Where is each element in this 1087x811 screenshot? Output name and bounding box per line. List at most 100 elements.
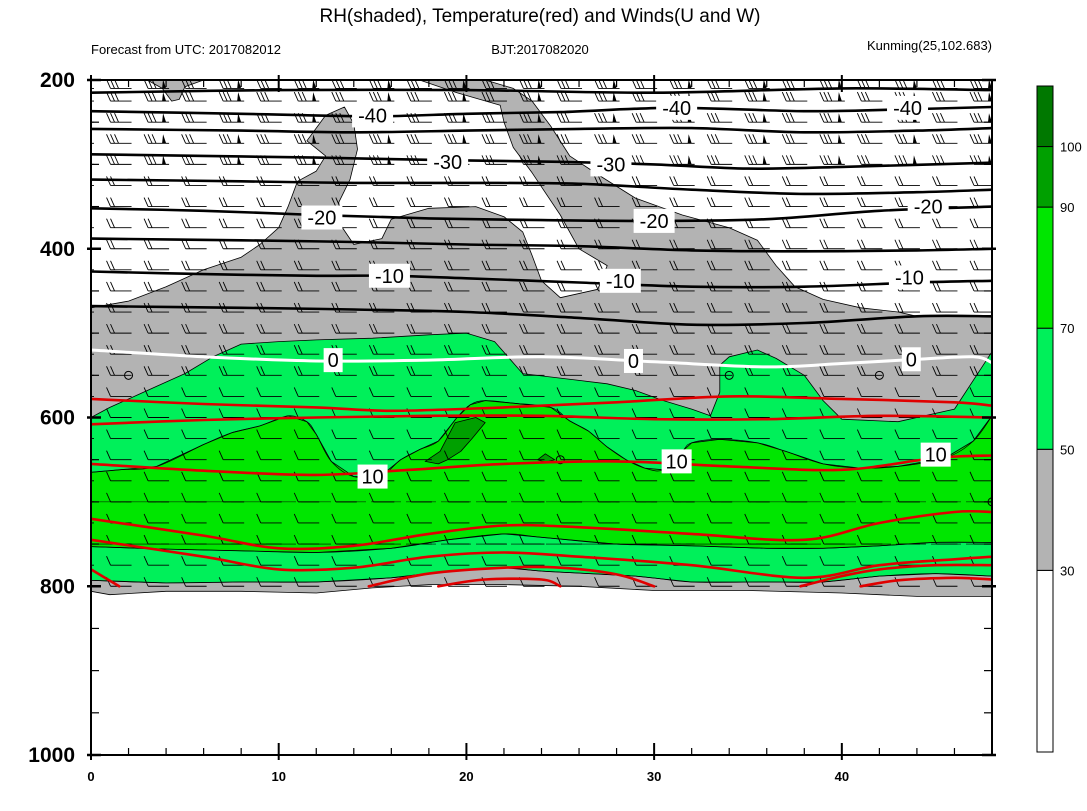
barb-feather	[936, 260, 941, 271]
wind-barb	[406, 387, 432, 397]
barb-feather	[969, 260, 975, 271]
wind-barb	[781, 429, 808, 440]
barb-feather	[669, 176, 675, 186]
barb-feather	[481, 366, 487, 376]
barb-feather	[977, 91, 983, 102]
barb-feather	[823, 134, 829, 144]
barb-feather	[932, 366, 937, 376]
barb-pennant	[462, 92, 467, 102]
barb-feather	[106, 408, 111, 418]
barb-feather	[714, 134, 720, 144]
barb-feather	[785, 155, 791, 165]
wind-barb	[932, 345, 958, 355]
barb-feather	[297, 281, 303, 292]
barb-feather	[710, 91, 716, 102]
barb-feather	[293, 577, 299, 587]
barb-feather	[669, 239, 675, 249]
isotherm-label--20: -20	[301, 205, 343, 230]
wind-barb	[368, 323, 395, 334]
wind-barb	[744, 577, 770, 587]
isotherm-label-box	[368, 263, 410, 288]
barb-feather	[748, 239, 754, 249]
barb-feather	[485, 260, 491, 271]
barb-feather	[143, 91, 149, 102]
isotherm-16	[91, 568, 121, 588]
barb-feather	[864, 113, 870, 123]
barb-feather	[635, 197, 641, 207]
wind-barb	[181, 534, 207, 545]
wind-barb	[781, 197, 808, 208]
barb-feather	[256, 260, 262, 271]
barb-feather	[556, 345, 562, 355]
barb-feather	[669, 155, 675, 165]
barb-feather	[748, 197, 754, 207]
barb-feather	[748, 302, 754, 313]
y-tick-label: 600	[40, 407, 75, 430]
barb-feather	[977, 113, 983, 123]
wind-barb	[256, 429, 282, 440]
barb-feather	[894, 577, 900, 587]
barb-feather	[293, 366, 299, 376]
barb-feather	[293, 429, 299, 439]
barb-feather	[222, 197, 228, 207]
barb-feather	[293, 387, 299, 397]
isotherm-label--10: -10	[599, 268, 641, 293]
wind-barb	[819, 492, 845, 503]
wind-barb	[218, 492, 245, 503]
isotherm-label-text: -10	[606, 271, 635, 293]
barb-feather	[936, 176, 941, 186]
wind-barb	[631, 176, 658, 186]
barb-pennant	[912, 80, 917, 89]
barb-feather	[147, 281, 153, 292]
barb-feather	[823, 239, 829, 249]
barb-feather	[969, 429, 975, 439]
barb-feather	[406, 218, 412, 228]
wind-barb	[218, 281, 245, 292]
barb-feather	[973, 260, 979, 271]
barb-feather	[301, 134, 307, 144]
wind-barb	[218, 134, 245, 144]
barb-feather	[260, 281, 266, 292]
barb-feather	[406, 577, 412, 587]
barb-feather	[331, 281, 337, 292]
barb-feather	[710, 239, 716, 249]
wind-barb	[744, 197, 770, 208]
barb-feather	[181, 450, 187, 460]
barb-feather	[669, 302, 675, 313]
wind-barb	[706, 176, 733, 186]
wind-barb	[706, 555, 733, 566]
wind-barb	[444, 134, 470, 144]
barb-feather	[481, 197, 487, 207]
barb-feather	[969, 366, 975, 376]
barb-feather	[823, 302, 829, 313]
wind-barb	[481, 513, 507, 524]
barb-feather	[181, 492, 187, 503]
barb-feather	[594, 345, 599, 355]
wind-barb	[556, 260, 583, 271]
wind-barb	[594, 197, 620, 208]
barb-feather	[781, 492, 787, 503]
wind-barb	[331, 577, 357, 587]
barb-feather	[781, 302, 787, 313]
wind-barb	[894, 239, 920, 250]
wind-barb	[444, 471, 470, 482]
barb-feather	[218, 408, 224, 418]
barb-feather	[969, 91, 975, 102]
isotherm-label-box	[623, 348, 643, 373]
barb-feather	[789, 134, 795, 144]
barb-feather	[523, 91, 528, 102]
barb-feather	[669, 387, 675, 397]
barb-feather	[706, 492, 712, 503]
barb-feather	[452, 134, 457, 144]
barb-feather	[669, 513, 675, 524]
barb-feather	[898, 134, 904, 144]
barb-feather	[69, 113, 73, 122]
barb-feather	[410, 218, 416, 228]
barb-feather	[372, 91, 378, 102]
colorbar-label: 90	[1060, 200, 1074, 215]
barb-feather	[481, 450, 487, 460]
barb-feather	[481, 134, 487, 144]
barb-feather	[218, 91, 224, 102]
barb-feather	[706, 387, 712, 397]
